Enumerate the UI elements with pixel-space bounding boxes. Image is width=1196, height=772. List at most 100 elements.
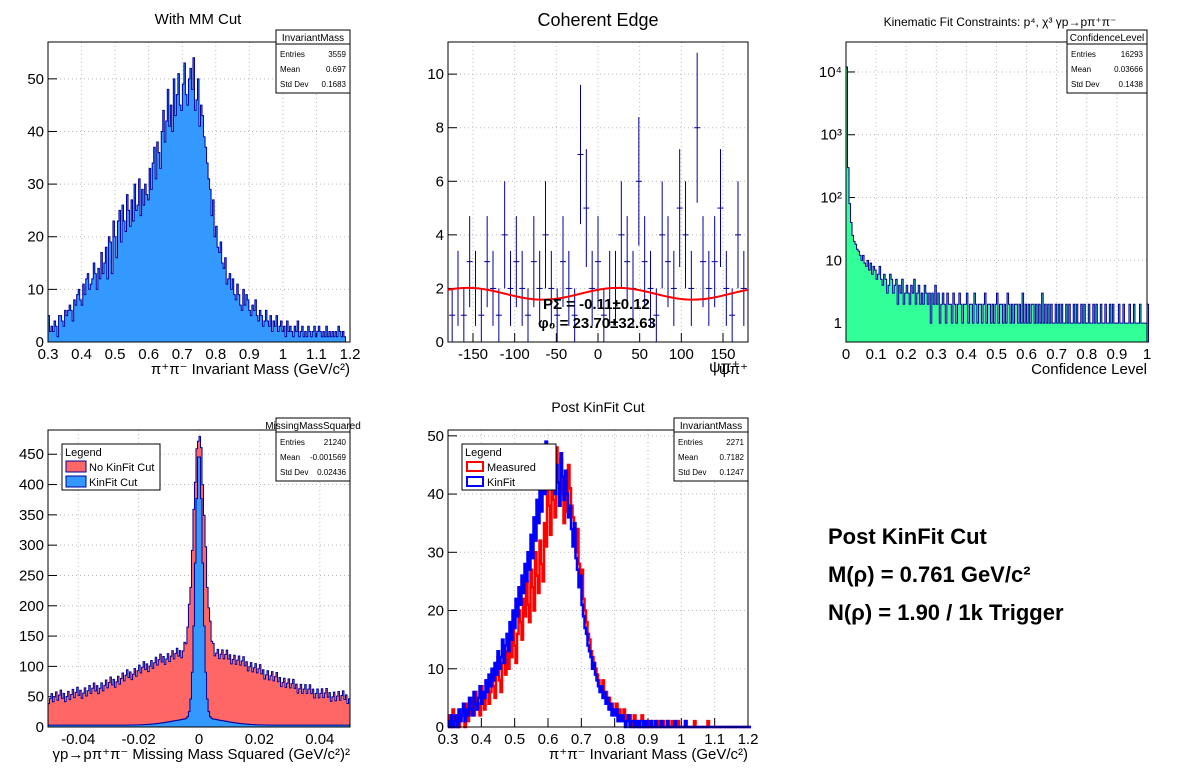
x-tick-label: 0.4 [956, 346, 977, 363]
histogram-series-2 [47, 456, 351, 728]
legend-swatch [65, 475, 87, 488]
legend-entry: KinFit Cut [89, 477, 137, 489]
stats-key: Entries [1071, 50, 1096, 59]
x-tick-label: 0 [842, 346, 850, 363]
x-tick-label: 0.9 [239, 346, 260, 363]
chart-4: -0.04 -0.02 0 0.02 0.04 0 50 100 150 200 250 300 350… [19, 417, 361, 763]
x-axis-label: π⁺π⁻ Invariant Mass (GeV/c²) [549, 746, 748, 763]
chart-title: Post KinFit Cut [551, 399, 644, 415]
stats-box [673, 417, 749, 482]
x-tick-label: 0.9 [638, 731, 659, 748]
x-tick-label: 1 [677, 731, 685, 748]
stats-key: Std Dev [280, 468, 308, 477]
stats-value: 0.1438 [1119, 80, 1144, 89]
y-tick-label: 30 [427, 544, 444, 561]
x-tick-label: 0.4 [71, 346, 92, 363]
stats-value: 2271 [726, 438, 744, 447]
y-tick-label: 10² [820, 190, 842, 207]
x-tick-label: 150 [710, 346, 735, 363]
stats-value: 0.02436 [317, 468, 346, 477]
y-tick-label: 0 [436, 334, 444, 351]
x-tick-label: 0.7 [1046, 346, 1067, 363]
x-tick-label: 100 [669, 346, 694, 363]
y-tick-label: 300 [19, 537, 44, 554]
chart-title: Coherent Edge [537, 10, 658, 30]
y-tick-label: 10 [427, 661, 444, 678]
y-tick-label: 30 [27, 176, 44, 193]
legend-title: Legend [65, 447, 102, 459]
x-tick-label: 0.7 [571, 731, 592, 748]
x-tick-label: 0.3 [38, 346, 59, 363]
legend-swatch [466, 461, 484, 472]
stats-box-title: InvariantMass [680, 421, 742, 432]
stats-value: 0.7182 [720, 453, 745, 462]
y-tick-label: 50 [427, 428, 444, 445]
y-tick-label: 50 [27, 71, 44, 88]
summary-text-block: Post KinFit Cut M(ρ) = 0.761 GeV/c² N(ρ)… [828, 518, 1064, 632]
stats-key: Std Dev [678, 468, 706, 477]
stats-value: 0.1247 [720, 468, 745, 477]
x-tick-label: 0.4 [471, 731, 492, 748]
x-tick-label: 0.8 [205, 346, 226, 363]
plot-frame [447, 41, 749, 343]
x-tick-label: 0 [594, 346, 602, 363]
x-tick-label: 0.02 [245, 731, 274, 748]
chart-5: 0.3 0.4 0.5 0.6 0.7 0.8 0.9 1 1.1 1.2 0 10 20 30 40 50 P… [427, 399, 758, 763]
x-tick-label: 1 [279, 346, 287, 363]
y-tick-label: 10³ [820, 127, 842, 144]
stats-key: Std Dev [280, 80, 308, 89]
x-axis-label: γp→pπ⁺π⁻ Missing Mass Squared (GeV/c²)² [53, 746, 350, 763]
y-tick-label: 0 [36, 719, 44, 736]
y-tick-label: 0 [436, 719, 444, 736]
y-tick-label: 150 [19, 628, 44, 645]
plot-frame [47, 429, 351, 728]
stats-key: Entries [678, 438, 703, 447]
stats-key: Entries [280, 438, 305, 447]
x-tick-label: 0.5 [504, 731, 525, 748]
y-tick-label: 20 [27, 229, 44, 246]
stats-value: 3559 [328, 50, 346, 59]
stats-key: Entries [280, 50, 305, 59]
y-tick-label: 10 [825, 252, 842, 269]
y-tick-label: 250 [19, 567, 44, 584]
x-tick-label: -150 [458, 346, 488, 363]
y-tick-label: 40 [427, 486, 444, 503]
chart-3: 0 0.1 0.2 0.3 0.4 0.5 0.6 0.7 0.8 0.9 1 1 10 10² 10³ 10… [819, 15, 1151, 378]
legend-entry: Measured [487, 462, 536, 474]
x-tick-label: 0.8 [1076, 346, 1097, 363]
y-tick-label: 350 [19, 507, 44, 524]
stats-key: Std Dev [1071, 80, 1099, 89]
stats-key: Mean [280, 65, 300, 74]
legend-swatch [466, 476, 484, 487]
y-tick-label: 6 [436, 173, 444, 190]
x-tick-label: 0.5 [105, 346, 126, 363]
y-tick-label: 10⁴ [819, 64, 842, 81]
y-tick-label: 10 [427, 66, 444, 83]
x-tick-label: -0.02 [121, 731, 155, 748]
fit-curve [447, 286, 749, 301]
x-tick-label: 0.5 [986, 346, 1007, 363]
y-tick-label: 400 [19, 477, 44, 494]
summary-rho-yield: N(ρ) = 1.90 / 1k Trigger [828, 600, 1064, 625]
x-tick-label: 0.3 [438, 731, 459, 748]
y-tick-label: 50 [27, 689, 44, 706]
x-tick-label: 1 [1143, 346, 1151, 363]
y-tick-label: 450 [19, 446, 44, 463]
x-axis-label: π⁺π⁻ Invariant Mass (GeV/c²) [151, 361, 350, 378]
chart-2: -150 -100 -50 0 50 100 150 0 2 4 6 8 10 Coherent Edge… [427, 10, 749, 378]
stats-value: -0.001569 [310, 453, 347, 462]
summary-title: Post KinFit Cut [828, 524, 987, 549]
stats-box [275, 417, 351, 482]
y-tick-label: 100 [19, 658, 44, 675]
y-tick-label: 0 [36, 334, 44, 351]
chart-title: Kinematic Fit Constraints: p⁴, χ³ γp→pπ⁺… [884, 15, 1117, 29]
y-tick-label: 8 [436, 120, 444, 137]
x-tick-label: 1.1 [306, 346, 327, 363]
stats-box-title: ConfidenceLevel [1070, 33, 1145, 44]
legend-swatch [65, 460, 87, 473]
x-tick-label: 0.04 [305, 731, 334, 748]
x-tick-label: 0.9 [1106, 346, 1127, 363]
histogram-bars [47, 57, 346, 343]
stats-key: Mean [1071, 65, 1091, 74]
